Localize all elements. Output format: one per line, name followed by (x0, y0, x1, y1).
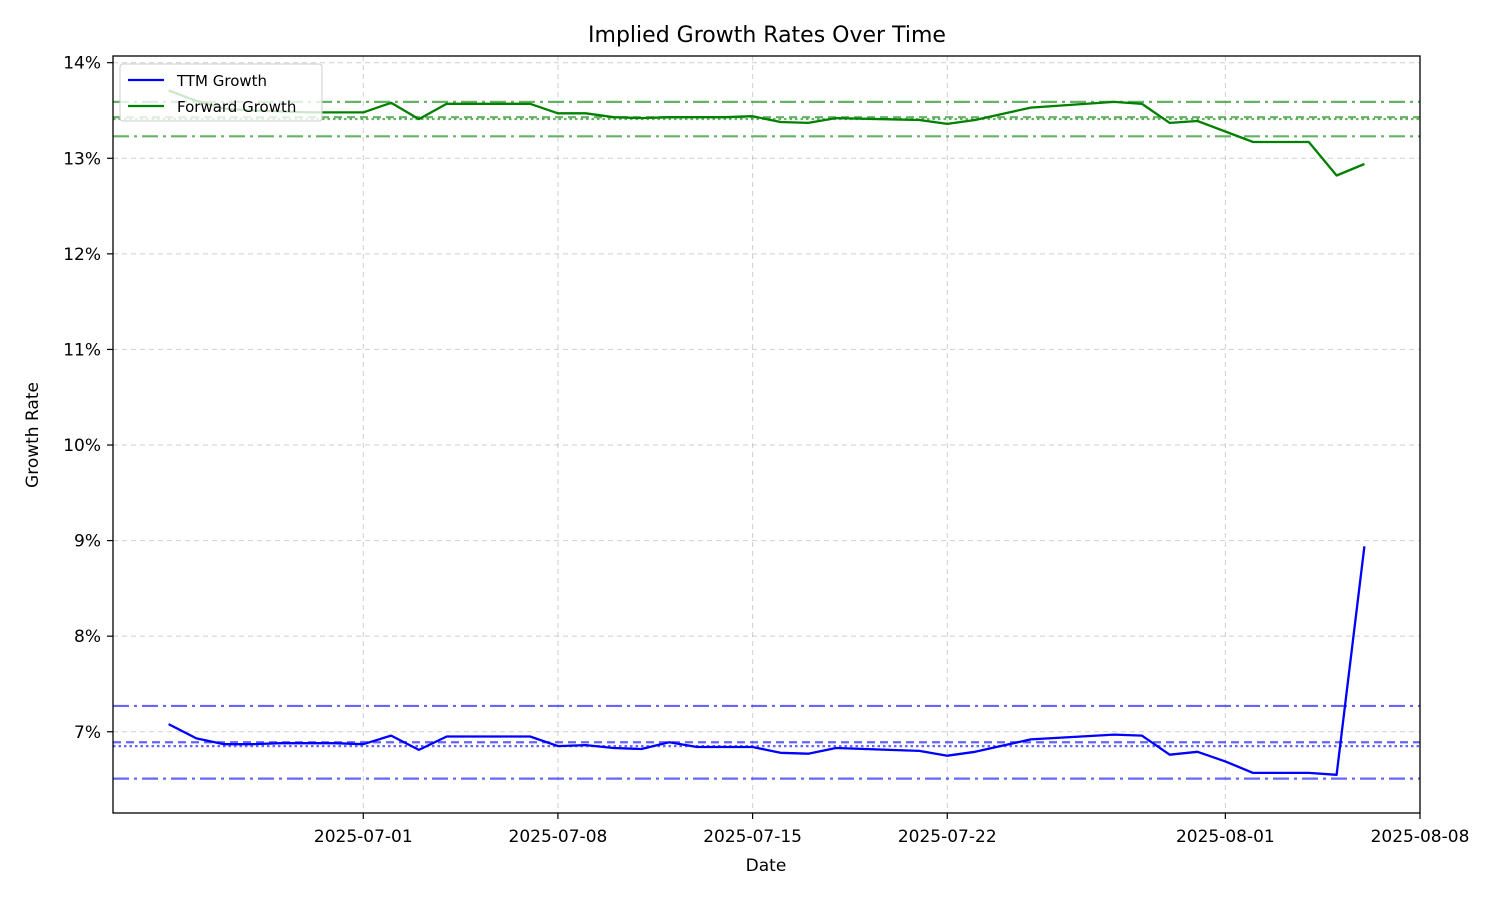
y-tick-label: 14% (63, 54, 101, 74)
x-tick-label: 2025-07-08 (509, 827, 608, 847)
x-tick-label: 2025-08-01 (1176, 827, 1275, 847)
legend-label-forward: Forward Growth (177, 98, 296, 116)
y-tick-label: 11% (63, 340, 101, 360)
legend: TTM Growth Forward Growth (119, 63, 323, 122)
x-tick-label: 2025-07-15 (703, 827, 802, 847)
y-tick-label: 9% (74, 532, 101, 552)
x-axis-ticks: 2025-07-01 2025-07-08 2025-07-15 2025-07-22… (314, 813, 1470, 847)
plot-frame (112, 55, 1421, 814)
x-axis-title: Date (746, 856, 787, 876)
y-axis-title: Growth Rate (23, 382, 43, 488)
y-tick-label: 8% (74, 627, 101, 647)
y-tick-label: 7% (74, 723, 101, 743)
series-line-ttm-growth (168, 546, 1366, 776)
chart-title: Implied Growth Rates Over Time (588, 23, 946, 48)
legend-box (119, 63, 323, 122)
legend-label-ttm: TTM Growth (176, 72, 267, 90)
series-line-forward-growth (168, 89, 1365, 177)
x-tick-label: 2025-08-08 (1371, 827, 1470, 847)
x-tick-label: 2025-07-22 (898, 827, 997, 847)
y-tick-label: 12% (63, 245, 101, 265)
y-tick-label: 13% (63, 149, 101, 169)
series-lines (168, 89, 1366, 776)
y-tick-label: 10% (63, 436, 101, 456)
x-tick-label: 2025-07-01 (314, 827, 413, 847)
reference-lines (113, 100, 1420, 780)
y-axis-ticks: 7% 8% 9% 10% 11% 12% 13% 14% (63, 54, 113, 743)
